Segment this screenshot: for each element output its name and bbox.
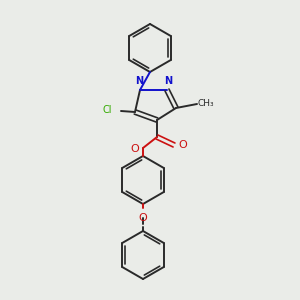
Text: O: O (178, 140, 187, 150)
Text: N: N (135, 76, 143, 86)
Text: Cl: Cl (103, 105, 112, 115)
Text: CH₃: CH₃ (198, 100, 214, 109)
Text: O: O (139, 213, 147, 223)
Text: N: N (164, 76, 172, 86)
Text: O: O (130, 144, 139, 154)
